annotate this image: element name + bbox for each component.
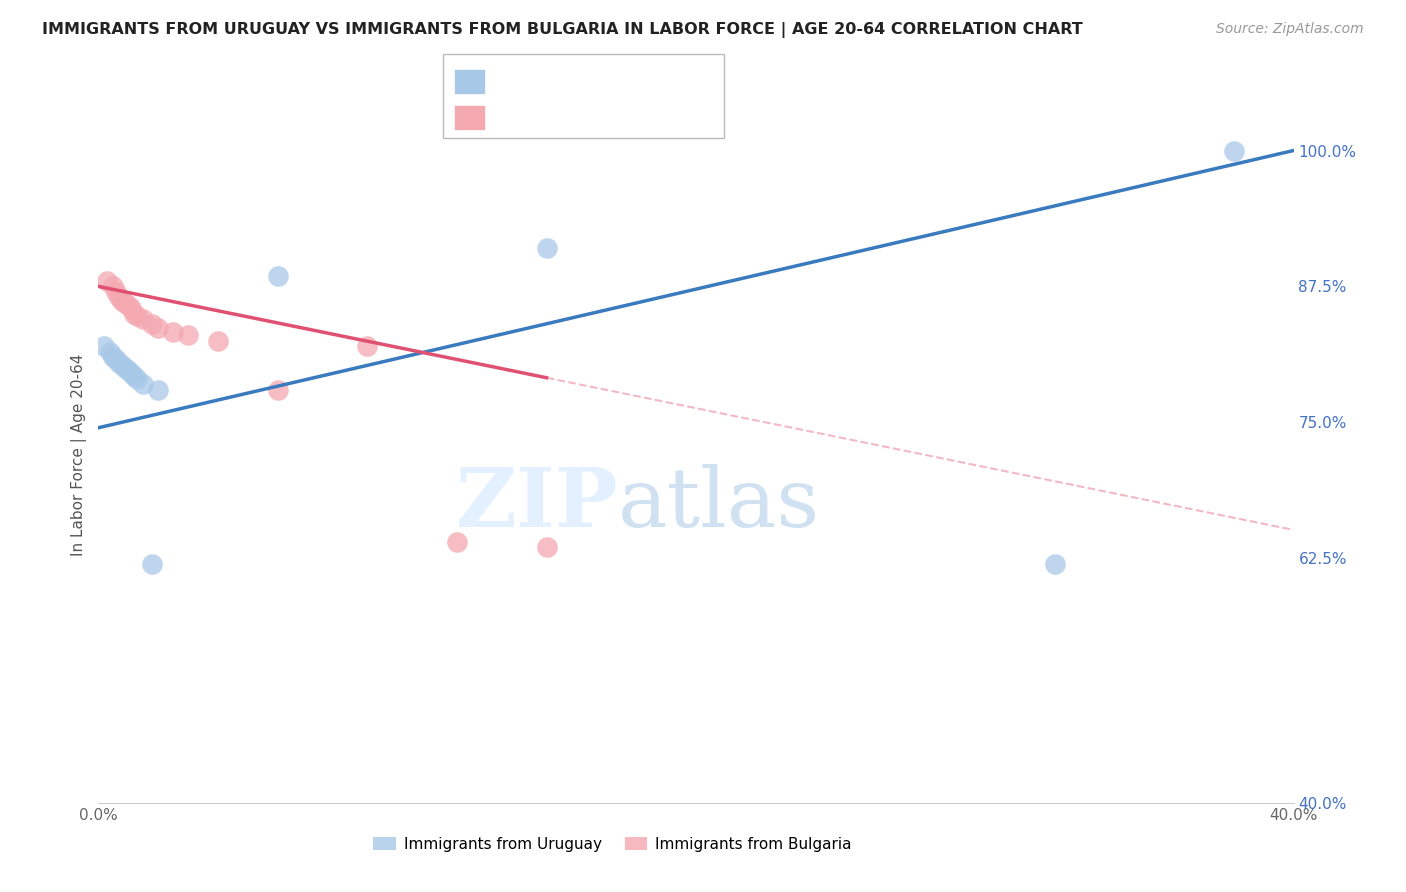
Point	[127, 309, 149, 323]
Point	[105, 285, 128, 299]
Text: Source: ZipAtlas.com: Source: ZipAtlas.com	[1216, 22, 1364, 37]
Point	[536, 241, 558, 255]
Point	[132, 312, 155, 326]
Point	[117, 363, 139, 377]
Text: ZIP: ZIP	[456, 464, 619, 543]
Text: 20: 20	[648, 110, 669, 125]
Text: R =: R =	[491, 73, 524, 88]
Point	[1043, 557, 1066, 571]
Point	[124, 368, 146, 383]
Point	[103, 350, 125, 364]
Point	[536, 541, 558, 555]
Point	[120, 301, 142, 315]
Point	[105, 352, 128, 367]
Point	[114, 295, 136, 310]
Text: 0.597: 0.597	[533, 73, 581, 88]
Point	[207, 334, 229, 348]
Point	[108, 355, 131, 369]
Point	[111, 358, 134, 372]
Point	[148, 383, 170, 397]
Point	[446, 534, 468, 549]
Text: atlas: atlas	[619, 464, 821, 543]
Text: IMMIGRANTS FROM URUGUAY VS IMMIGRANTS FROM BULGARIA IN LABOR FORCE | AGE 20-64 C: IMMIGRANTS FROM URUGUAY VS IMMIGRANTS FR…	[42, 22, 1083, 38]
Text: 18: 18	[648, 73, 669, 88]
Legend: Immigrants from Uruguay, Immigrants from Bulgaria: Immigrants from Uruguay, Immigrants from…	[367, 830, 858, 858]
Point	[93, 339, 115, 353]
Point	[141, 318, 163, 332]
Point	[114, 360, 136, 375]
Point	[108, 290, 131, 304]
Point	[111, 293, 134, 308]
Point	[132, 377, 155, 392]
Y-axis label: In Labor Force | Age 20-64: In Labor Force | Age 20-64	[72, 354, 87, 556]
Point	[103, 279, 125, 293]
Point	[356, 339, 378, 353]
Point	[124, 307, 146, 321]
Point	[162, 325, 184, 339]
Point	[127, 372, 149, 386]
Text: N =: N =	[592, 110, 636, 125]
Point	[1223, 144, 1246, 158]
Point	[117, 298, 139, 312]
Text: R =: R =	[491, 110, 524, 125]
Point	[98, 344, 122, 359]
Point	[141, 557, 163, 571]
Text: N =: N =	[592, 73, 636, 88]
Point	[96, 274, 118, 288]
Point	[148, 320, 170, 334]
Point	[267, 383, 290, 397]
Text: -0.486: -0.486	[526, 110, 581, 125]
Point	[177, 328, 200, 343]
Point	[120, 367, 142, 381]
Point	[267, 268, 290, 283]
